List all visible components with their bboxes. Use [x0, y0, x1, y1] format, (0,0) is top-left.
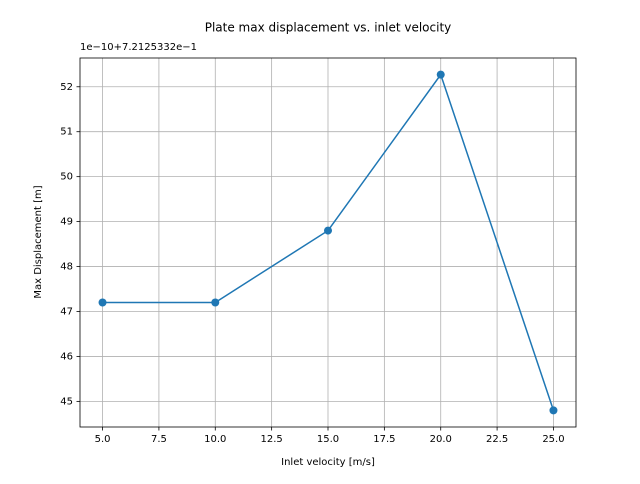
x-tick-label: 25.0: [542, 434, 564, 445]
x-tick-label: 12.5: [261, 434, 283, 445]
y-tick-label: 50: [60, 172, 73, 183]
plot-frame: [79, 57, 577, 428]
y-tick-label: 52: [60, 82, 73, 93]
x-tick-label: 10.0: [204, 434, 226, 445]
x-tick-label: 20.0: [430, 434, 452, 445]
y-tick-label: 45: [60, 396, 73, 407]
x-axis-label: Inlet velocity [m/s]: [281, 457, 375, 468]
data-point: [211, 298, 220, 307]
data-point: [549, 406, 558, 415]
x-tick-label: 22.5: [486, 434, 508, 445]
y-tick-label: 47: [60, 306, 73, 317]
x-tick-label: 15.0: [317, 434, 339, 445]
y-tick-label: 51: [60, 127, 73, 138]
data-point: [324, 226, 332, 235]
data-point: [98, 298, 107, 307]
chart-title: Plate max displacement vs. inlet velocit…: [205, 21, 452, 35]
x-tick-label: 7.5: [151, 434, 167, 445]
y-tick-label: 49: [60, 217, 73, 228]
y-tick-label: 46: [60, 351, 73, 362]
x-tick-label: 17.5: [373, 434, 395, 445]
y-offset-text: 1e−10+7.2125332e−1: [80, 42, 197, 53]
y-axis-label: Max Displacement [m]: [33, 185, 44, 298]
data-point: [436, 70, 445, 79]
x-tick-label: 5.0: [95, 434, 111, 445]
y-tick-label: 48: [60, 262, 73, 273]
